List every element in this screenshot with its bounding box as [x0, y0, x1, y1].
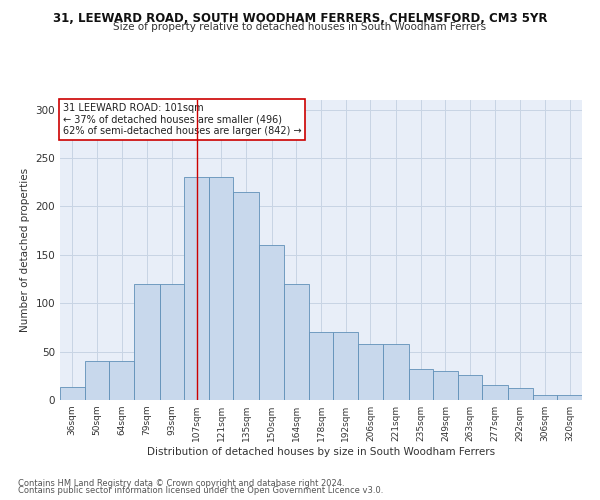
Bar [383, 344, 409, 400]
Text: 31 LEEWARD ROAD: 101sqm
← 37% of detached houses are smaller (496)
62% of semi-d: 31 LEEWARD ROAD: 101sqm ← 37% of detache… [62, 103, 301, 136]
Text: Size of property relative to detached houses in South Woodham Ferrers: Size of property relative to detached ho… [113, 22, 487, 32]
Bar [134, 284, 160, 400]
Bar [508, 388, 533, 400]
Bar [233, 192, 259, 400]
Bar [309, 332, 333, 400]
Text: Contains public sector information licensed under the Open Government Licence v3: Contains public sector information licen… [18, 486, 383, 495]
Bar [209, 178, 233, 400]
Text: Contains HM Land Registry data © Crown copyright and database right 2024.: Contains HM Land Registry data © Crown c… [18, 478, 344, 488]
Bar [60, 388, 85, 400]
Bar [109, 362, 134, 400]
Bar [482, 386, 508, 400]
Bar [284, 284, 309, 400]
Bar [85, 362, 109, 400]
Y-axis label: Number of detached properties: Number of detached properties [20, 168, 30, 332]
Bar [433, 371, 458, 400]
Bar [557, 395, 582, 400]
Bar [409, 369, 433, 400]
Bar [458, 375, 482, 400]
Bar [358, 344, 383, 400]
X-axis label: Distribution of detached houses by size in South Woodham Ferrers: Distribution of detached houses by size … [147, 447, 495, 457]
Bar [184, 178, 209, 400]
Bar [160, 284, 184, 400]
Bar [259, 245, 284, 400]
Bar [333, 332, 358, 400]
Text: 31, LEEWARD ROAD, SOUTH WOODHAM FERRERS, CHELMSFORD, CM3 5YR: 31, LEEWARD ROAD, SOUTH WOODHAM FERRERS,… [53, 12, 547, 26]
Bar [533, 395, 557, 400]
